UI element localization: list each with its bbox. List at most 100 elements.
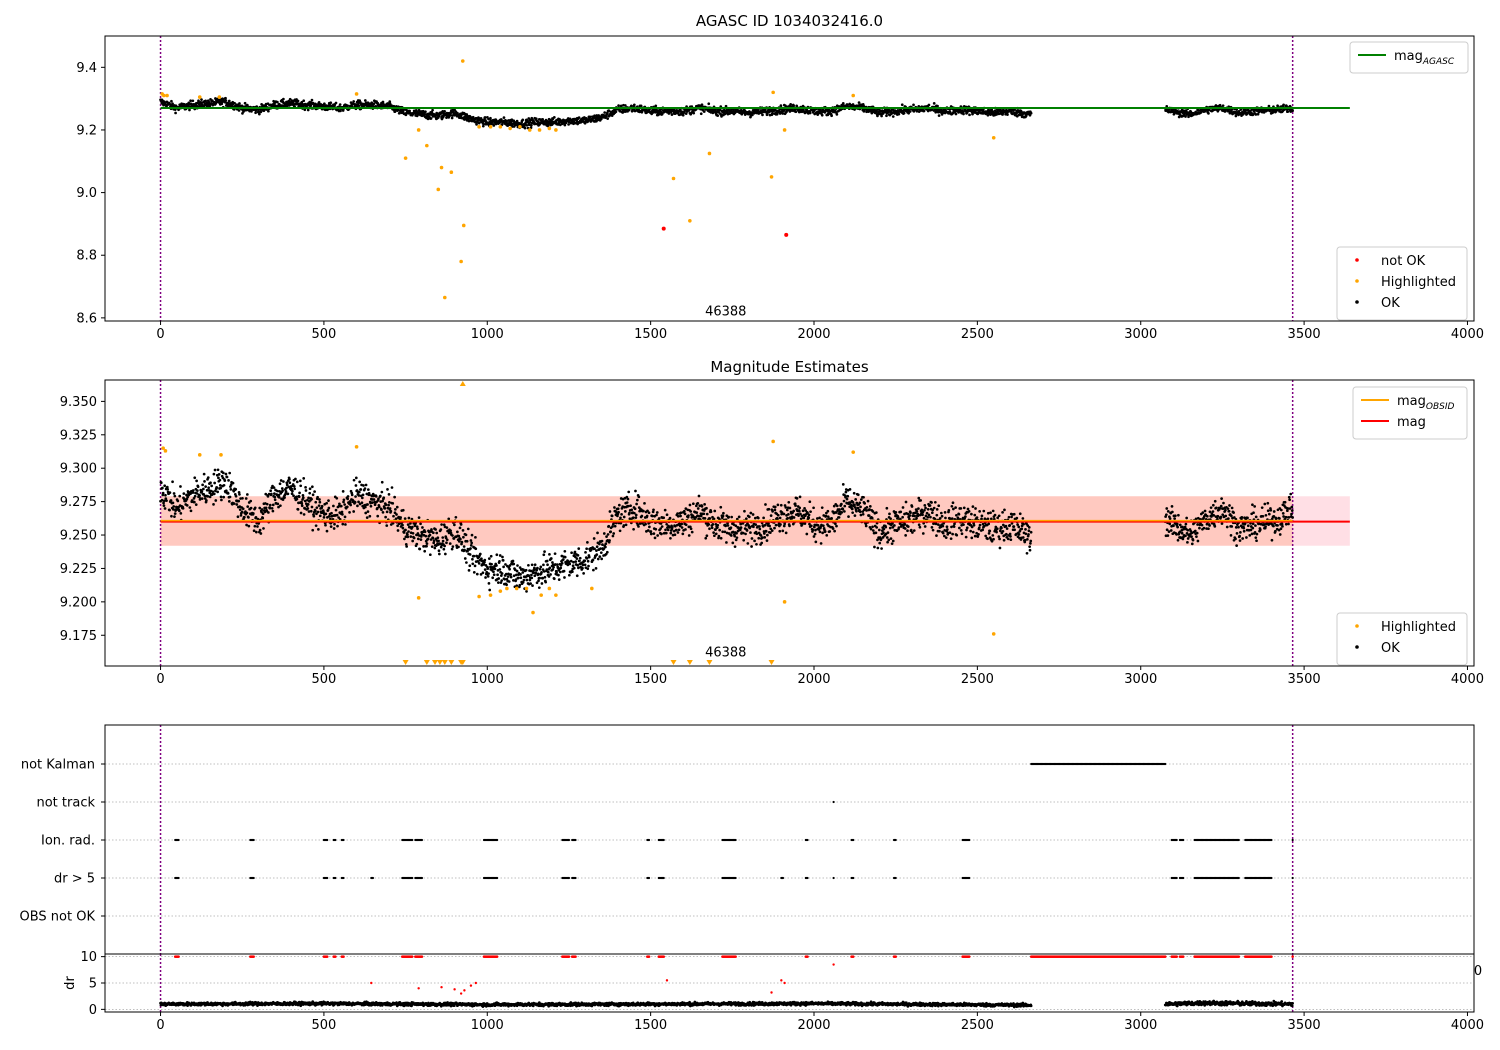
p1-ok-point xyxy=(958,526,961,530)
p1-ok-point xyxy=(212,492,216,496)
p0-ok-point xyxy=(669,111,673,114)
p1-ok-point xyxy=(912,529,916,532)
p1-ok-point xyxy=(649,532,653,536)
p1-ok-point xyxy=(997,514,1001,518)
p1-ok-point xyxy=(268,503,272,507)
p0-ok-point xyxy=(1234,114,1238,118)
p1-ok-point xyxy=(729,534,733,537)
p1-ok-point xyxy=(928,504,932,507)
p0-ok-point xyxy=(334,101,338,105)
p1-ok-point xyxy=(256,525,259,528)
p1-ok-point xyxy=(224,472,228,476)
p1-ok-point xyxy=(811,528,815,532)
p1-ok-point xyxy=(512,579,515,582)
p1-ok-point xyxy=(969,529,972,533)
p0-ok-point xyxy=(880,114,883,118)
p0-not-ok-point xyxy=(784,232,789,237)
p0-highlighted-point xyxy=(488,125,493,129)
p0-axes-frame xyxy=(104,35,1475,322)
p1-ok-point xyxy=(404,528,407,532)
p1-ok-point xyxy=(696,507,700,510)
p1-ok-point xyxy=(261,516,265,520)
p1-ok-point xyxy=(834,522,837,526)
p1-ok-point xyxy=(363,505,367,509)
p0-ok-point xyxy=(830,114,833,118)
p1-ok-point xyxy=(252,512,255,515)
p1-ok-point xyxy=(295,480,299,484)
p1-ok-point xyxy=(924,506,927,510)
p1-ok-point xyxy=(876,546,880,550)
p1-ok-point xyxy=(496,581,500,584)
p1-ok-point xyxy=(798,506,802,510)
p1-ok-point xyxy=(293,487,297,491)
p1-ok-point xyxy=(188,506,192,509)
p1-ok-point xyxy=(850,507,854,511)
p1-ok-point xyxy=(729,526,733,530)
p0-ok-point xyxy=(932,101,936,105)
p1-ok-point xyxy=(279,479,283,482)
p1-ok-point xyxy=(191,489,195,492)
p1-ok-point xyxy=(219,486,223,490)
p0-ok-point xyxy=(357,104,361,108)
p1-ok-point xyxy=(210,484,213,488)
p1-ok-point xyxy=(276,489,279,493)
p0-ok-point xyxy=(482,122,486,126)
p1-ok-point xyxy=(496,573,499,577)
p1-ok-point xyxy=(163,507,167,510)
p1-ok-point xyxy=(238,493,241,496)
p0-ok-point xyxy=(614,110,618,114)
p0-ok-point xyxy=(922,109,926,113)
p1-ok-point xyxy=(652,532,656,535)
p1-ok-point xyxy=(445,541,448,545)
p1-ok-point xyxy=(923,503,927,507)
p1-ok-point xyxy=(261,512,265,516)
p1-ok-point xyxy=(841,507,845,511)
p1-ok-point xyxy=(825,533,829,537)
p1-ok-point xyxy=(245,493,249,496)
p0-highlighted-point xyxy=(416,128,421,132)
p1-ok-point xyxy=(613,524,617,528)
p1-ok-point xyxy=(917,507,920,510)
p1-ok-point xyxy=(835,504,839,508)
p0-ok-point xyxy=(875,110,879,114)
p0-ok-point xyxy=(515,119,519,123)
p1-ok-point xyxy=(306,507,310,510)
p1-ok-point xyxy=(823,530,827,533)
p1-ok-point xyxy=(221,471,225,475)
p1-ok-point xyxy=(610,514,614,518)
p1-ok-point xyxy=(316,495,319,499)
p1-ok-point xyxy=(617,503,621,507)
p1-ok-point xyxy=(915,516,918,520)
p1-ok-point xyxy=(689,527,693,531)
p0-ok-point xyxy=(1267,104,1271,108)
p1-ok-point xyxy=(577,547,581,550)
p1-ok-point xyxy=(393,495,396,499)
p1-ok-point xyxy=(847,515,850,519)
p0-ok-point xyxy=(1286,110,1290,113)
p1-ok-point xyxy=(388,507,392,510)
p1-ok-point xyxy=(280,487,284,490)
p1-ok-point xyxy=(385,510,389,514)
p0-highlighted-point xyxy=(403,156,408,160)
p1-ok-point xyxy=(714,532,718,536)
p1-ok-point xyxy=(202,487,205,491)
p1-ok-point xyxy=(645,514,649,518)
p1-ok-point xyxy=(814,540,818,544)
p1-ok-point xyxy=(716,523,720,527)
p1-ok-point xyxy=(546,570,550,574)
p1-ok-point xyxy=(687,514,690,517)
p1-ok-point xyxy=(681,532,685,536)
p1-ok-point xyxy=(371,501,374,505)
p0-ok-point xyxy=(1028,113,1032,117)
p1-ok-point xyxy=(285,486,288,490)
p1-ok-point xyxy=(186,495,189,499)
p1-ok-point xyxy=(213,468,217,472)
p1-ok-point xyxy=(611,525,614,528)
p1-ok-point xyxy=(818,530,822,534)
p1-ok-point xyxy=(204,485,207,488)
p1-ok-point xyxy=(640,514,644,518)
p1-ok-point xyxy=(571,564,575,568)
p1-ok-point xyxy=(179,485,182,488)
p1-ok-point xyxy=(1002,538,1006,542)
p1-ok-point xyxy=(311,528,315,532)
